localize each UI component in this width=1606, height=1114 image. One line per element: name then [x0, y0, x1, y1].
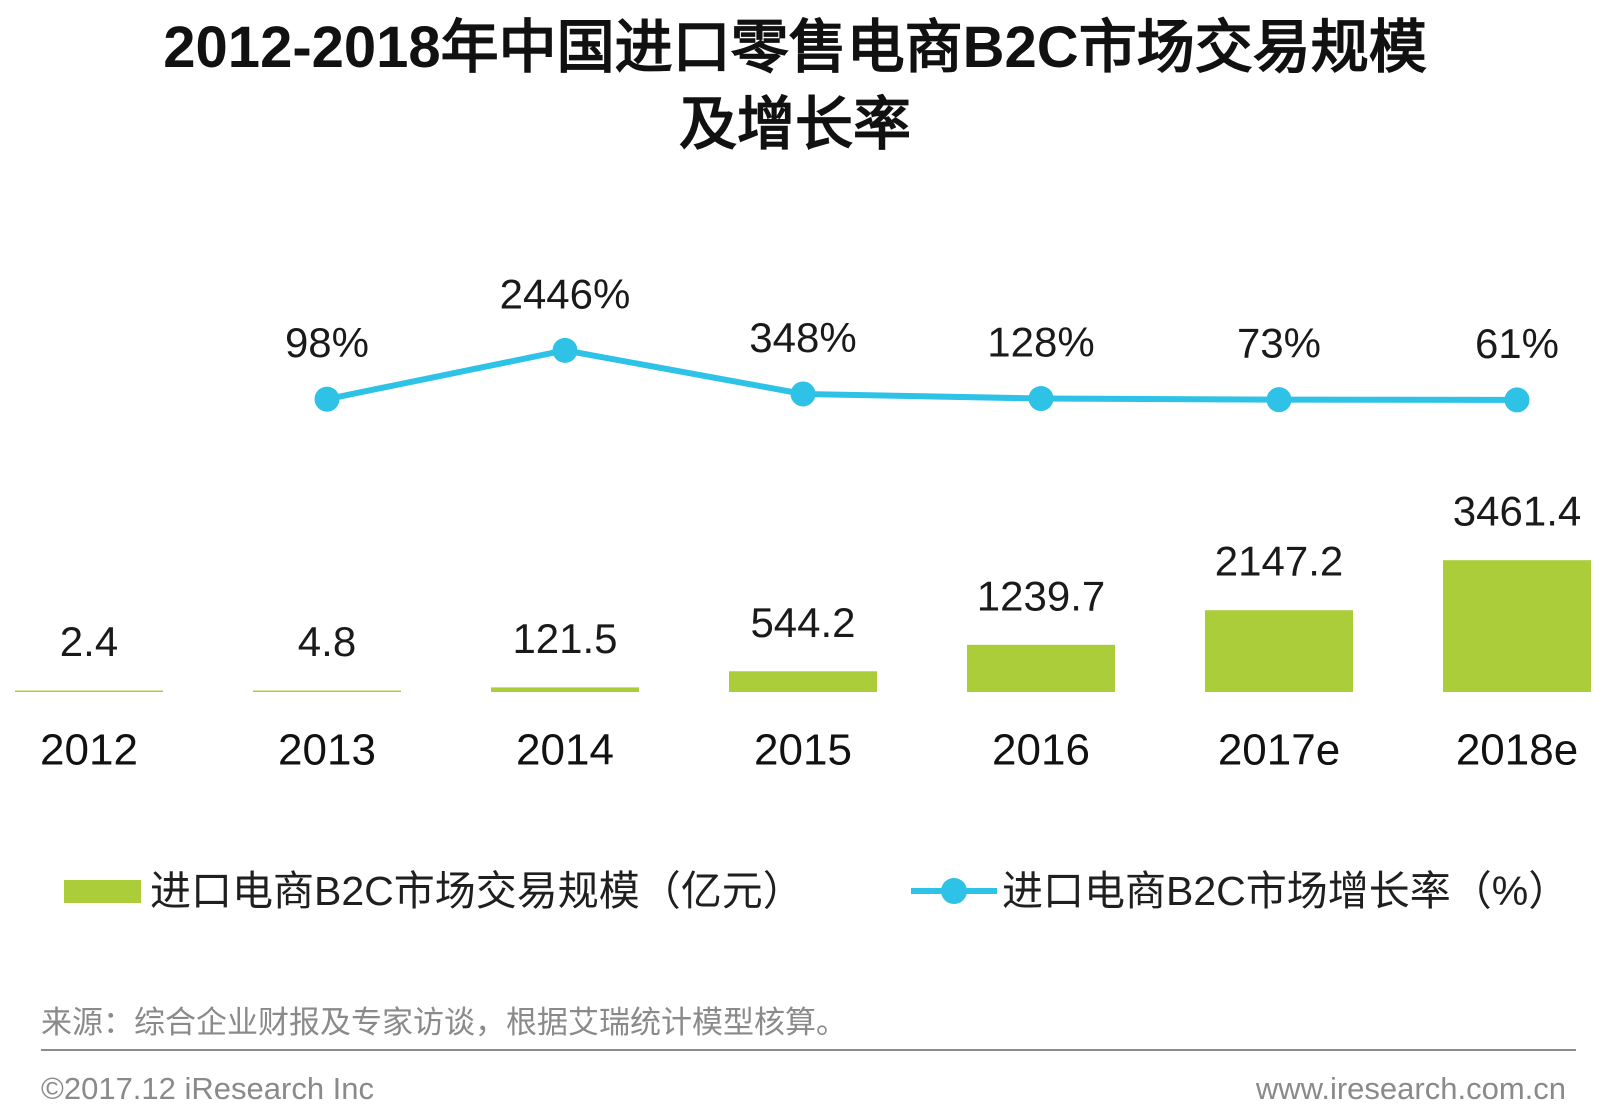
bar-2016 [967, 644, 1115, 692]
bar-value-label-2013: 4.8 [298, 618, 356, 665]
legend-line-marker [941, 878, 967, 904]
percent-sign: % [1522, 319, 1559, 366]
growth-rate-label-2014: 2446% [500, 270, 631, 317]
legend-line-swatch [911, 866, 997, 916]
legend-bar-swatch [64, 879, 141, 903]
percent-sign: % [332, 319, 369, 366]
growth-rate-labels-group: 98%2446%348% 128% 73% 61% [285, 270, 1559, 367]
bar-2018e [1443, 560, 1591, 692]
growth-rate-value: 2446 [500, 270, 593, 317]
bar-value-labels-group: 2.4 4.8 121.5 544.2 1239.7 2147.2 3461.4 [60, 488, 1581, 665]
bar-value-label-2015: 544.2 [750, 599, 855, 646]
bar-2012 [15, 690, 163, 692]
legend-label-transaction-scale: 进口电商B2C市场交易规模（亿元） [150, 868, 804, 914]
growth-rate-marker-2013 [314, 386, 340, 412]
footer-divider [41, 1049, 1576, 1051]
legend-item-growth-rate: 进口电商B2C市场增长率（%） [911, 866, 1569, 916]
website-text: www.iresearch.com.cn [1255, 1071, 1566, 1106]
growth-rate-line-group [314, 337, 1530, 413]
copyright-text: ©2017.12 iResearch Inc [41, 1071, 375, 1106]
bar-value-label-2014: 121.5 [512, 615, 617, 662]
growth-rate-value: 98 [285, 319, 332, 366]
x-axis-label-2012: 2012 [40, 726, 138, 775]
chart-title: 2012-2018年中国进口零售电商B2C市场交易规模 及增长率 [163, 15, 1427, 157]
growth-rate-marker-2015 [790, 381, 816, 407]
x-axis-label-2018e: 2018e [1456, 726, 1578, 775]
growth-rate-marker-2016 [1028, 386, 1054, 412]
percent-sign: % [1057, 318, 1094, 365]
percent-sign: % [1284, 319, 1321, 366]
legend-label-growth-rate: 进口电商B2C市场增长率（%） [1002, 868, 1570, 914]
x-axis-labels-group: 2012 2013 2014 2015 2016 2017e 2018e [40, 726, 1578, 775]
percent-sign: % [819, 313, 856, 360]
growth-rate-marker-2014 [552, 337, 578, 363]
source-note: 来源：综合企业财报及专家访谈，根据艾瑞统计模型核算。 [41, 1005, 847, 1040]
bar-2017e [1205, 610, 1353, 692]
growth-rate-value: 128 [987, 318, 1057, 365]
growth-rate-marker-2017e [1266, 387, 1292, 413]
growth-rate-label-2017e: 73% [1237, 319, 1321, 366]
bar-2013 [253, 690, 401, 692]
growth-rate-value: 61 [1475, 319, 1522, 366]
bar-2015 [729, 671, 877, 692]
x-axis-label-2016: 2016 [992, 726, 1090, 775]
percent-sign: % [593, 270, 630, 317]
bar-value-label-2012: 2.4 [60, 618, 118, 665]
x-axis-label-2017e: 2017e [1218, 726, 1340, 775]
growth-rate-label-2015: 348% [749, 313, 856, 360]
growth-rate-label-2016: 128% [987, 318, 1094, 365]
bar-value-label-2017e: 2147.2 [1215, 538, 1343, 585]
x-axis-label-2014: 2014 [516, 726, 614, 775]
growth-rate-value: 348 [749, 313, 819, 360]
growth-rate-label-2018e: 61% [1475, 319, 1559, 366]
growth-rate-value: 73 [1237, 319, 1284, 366]
bar-2014 [491, 687, 639, 692]
bar-value-label-2016: 1239.7 [977, 572, 1105, 619]
bars-group [15, 560, 1591, 692]
x-axis-label-2015: 2015 [754, 726, 852, 775]
growth-rate-marker-2018e [1504, 387, 1530, 413]
bar-value-label-2018e: 3461.4 [1453, 488, 1581, 535]
growth-rate-line [324, 347, 1520, 403]
legend-item-transaction-scale: 进口电商B2C市场交易规模（亿元） [64, 866, 804, 916]
growth-rate-label-2013: 98% [285, 319, 369, 366]
x-axis-label-2013: 2013 [278, 726, 376, 775]
